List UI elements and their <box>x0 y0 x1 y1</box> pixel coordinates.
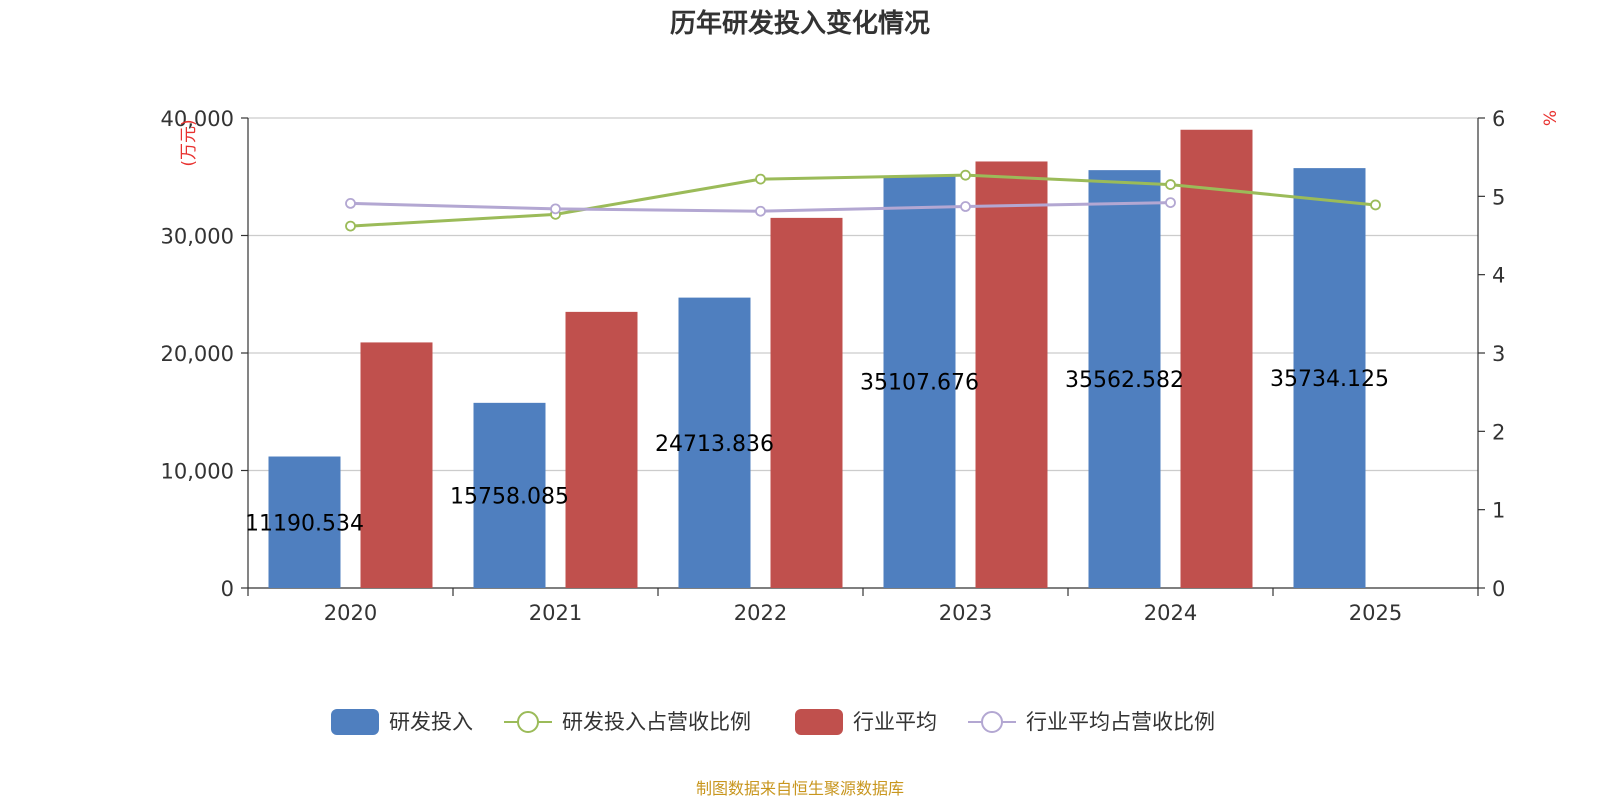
line-point <box>345 197 356 209</box>
x-tick-label: 2021 <box>529 601 582 625</box>
right-tick-label: 6 <box>1492 107 1505 131</box>
line-point <box>755 173 766 185</box>
left-tick-label: 40,000 <box>161 107 234 131</box>
bar-rd <box>268 456 341 588</box>
left-tick-label: 30,000 <box>161 225 234 249</box>
bar-data-label: 11190.534 <box>245 511 364 536</box>
bar-rd <box>1088 170 1161 589</box>
line-point <box>550 203 561 215</box>
bar-data-label: 35107.676 <box>860 371 979 396</box>
axes: 0 10,000 20,000 30,000 40,000 0 1 2 3 4 5 6 2020 2021… <box>161 107 1561 625</box>
x-tick-label: 2024 <box>1144 601 1197 625</box>
bar-industry <box>565 311 638 588</box>
right-tick-label: 5 <box>1492 185 1505 209</box>
bar-industry <box>1180 129 1253 588</box>
legend-label: 研发投入 <box>389 710 473 734</box>
legend-marker <box>981 711 1003 733</box>
x-tick-label: 2023 <box>939 601 992 625</box>
legend-label: 研发投入占营收比例 <box>562 710 751 734</box>
bars <box>268 129 1366 589</box>
bar-data-label: 35734.125 <box>1270 367 1389 392</box>
x-tick-label: 2022 <box>734 601 787 625</box>
chart-title: 历年研发投入变化情况 <box>670 8 930 39</box>
source-note: 制图数据来自恒生聚源数据库 <box>696 779 904 798</box>
right-axis-unit: % <box>1541 110 1561 126</box>
legend: 研发投入 研发投入占营收比例 行业平均 行业平均占营收比例 <box>331 709 1215 735</box>
line-point <box>755 205 766 217</box>
legend-label: 行业平均 <box>853 710 937 734</box>
bar-data-label: 35562.582 <box>1065 368 1184 393</box>
bar-data-label: 24713.836 <box>655 432 774 457</box>
line-point <box>1370 199 1381 211</box>
legend-label: 行业平均占营收比例 <box>1026 710 1215 734</box>
line-rd-ratio <box>350 173 1376 228</box>
lines <box>345 169 1381 232</box>
line-point <box>1165 197 1176 209</box>
line-point <box>960 169 971 181</box>
right-tick-label: 3 <box>1492 342 1505 366</box>
bar-industry <box>360 342 433 588</box>
data-labels: 11190.534 15758.085 24713.836 35107.676 3556… <box>245 367 1389 536</box>
line-point <box>345 220 356 232</box>
bar-rd <box>473 402 546 588</box>
left-tick-label: 20,000 <box>161 342 234 366</box>
x-tick-label: 2025 <box>1349 601 1402 625</box>
x-tick-label: 2020 <box>324 601 377 625</box>
left-axis-unit: (万元) <box>179 119 199 166</box>
bar-industry <box>975 161 1048 588</box>
right-tick-label: 1 <box>1492 499 1505 523</box>
right-tick-label: 0 <box>1492 577 1505 601</box>
legend-marker <box>517 711 539 733</box>
bar-rd <box>883 175 956 588</box>
right-tick-label: 4 <box>1492 264 1505 288</box>
legend-bar-swatch <box>795 709 843 735</box>
bar-rd <box>1293 168 1366 589</box>
line-point <box>1165 179 1176 190</box>
left-tick-label: 0 <box>221 577 234 601</box>
gridlines <box>248 117 1478 472</box>
bar-rd <box>678 297 751 588</box>
bar-industry <box>770 217 843 588</box>
line-point <box>960 201 971 212</box>
legend-bar-swatch <box>331 709 379 735</box>
left-tick-label: 10,000 <box>161 460 234 484</box>
bar-data-label: 15758.085 <box>450 484 569 509</box>
right-tick-label: 2 <box>1492 420 1505 444</box>
